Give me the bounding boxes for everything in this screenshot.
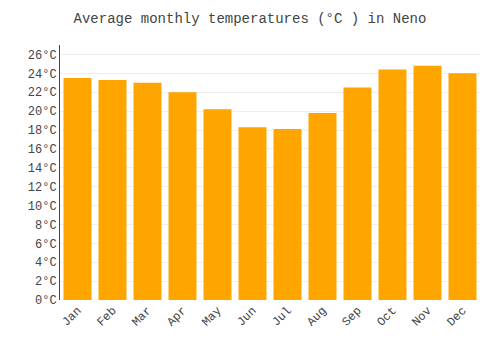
svg-text:Nov: Nov <box>409 304 434 329</box>
svg-text:24°C: 24°C <box>28 68 57 82</box>
svg-text:Aug: Aug <box>304 304 329 329</box>
svg-text:8°C: 8°C <box>35 219 57 233</box>
svg-text:Dec: Dec <box>444 304 469 329</box>
svg-text:2°C: 2°C <box>35 275 57 289</box>
svg-text:Average monthly temperatures (: Average monthly temperatures (°C ) in Ne… <box>74 11 427 27</box>
svg-text:22°C: 22°C <box>28 86 57 100</box>
svg-text:26°C: 26°C <box>28 49 57 63</box>
svg-text:0°C: 0°C <box>35 294 57 308</box>
svg-text:Mar: Mar <box>129 304 154 329</box>
svg-text:May: May <box>199 304 224 329</box>
svg-text:20°C: 20°C <box>28 105 57 119</box>
svg-text:Jun: Jun <box>234 304 259 329</box>
svg-text:6°C: 6°C <box>35 238 57 252</box>
svg-text:12°C: 12°C <box>28 181 57 195</box>
svg-text:Jan: Jan <box>59 304 84 329</box>
svg-text:Jul: Jul <box>269 304 294 329</box>
svg-text:Sep: Sep <box>339 304 364 329</box>
svg-text:Oct: Oct <box>374 304 399 329</box>
svg-text:14°C: 14°C <box>28 162 57 176</box>
svg-text:4°C: 4°C <box>35 256 57 270</box>
svg-text:18°C: 18°C <box>28 124 57 138</box>
svg-text:16°C: 16°C <box>28 143 57 157</box>
svg-text:Apr: Apr <box>164 304 189 329</box>
svg-text:Feb: Feb <box>94 304 119 329</box>
svg-text:10°C: 10°C <box>28 200 57 214</box>
